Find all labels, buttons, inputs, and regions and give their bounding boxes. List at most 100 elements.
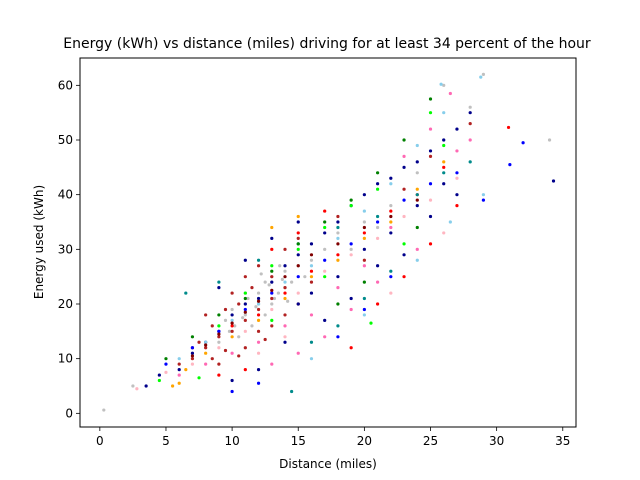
data-point	[243, 302, 247, 306]
data-point	[336, 286, 340, 290]
data-point	[217, 346, 221, 350]
data-point	[102, 408, 106, 412]
data-point	[237, 354, 241, 358]
data-point	[237, 302, 241, 306]
data-point	[428, 182, 433, 186]
data-point	[442, 182, 446, 186]
data-point	[389, 220, 393, 224]
data-point	[389, 225, 393, 230]
data-point	[243, 313, 247, 317]
x-tick-label: 20	[357, 434, 372, 448]
data-point	[362, 247, 366, 251]
data-point	[217, 324, 221, 328]
data-point	[243, 368, 247, 372]
data-point	[256, 307, 261, 312]
data-point	[296, 231, 300, 235]
data-point	[283, 269, 287, 273]
data-point	[481, 72, 486, 76]
data-point	[230, 324, 234, 328]
data-point	[256, 318, 261, 322]
y-tick-label: 40	[58, 188, 73, 202]
data-point	[217, 286, 221, 290]
data-point	[323, 335, 327, 339]
data-point	[210, 324, 214, 328]
data-point	[349, 242, 353, 246]
data-point	[309, 280, 314, 284]
data-point	[442, 83, 446, 87]
data-point	[230, 335, 234, 339]
data-point	[190, 354, 195, 358]
data-point	[415, 160, 419, 164]
data-point	[415, 193, 419, 197]
data-point	[323, 220, 327, 224]
data-point	[217, 373, 221, 377]
data-point	[131, 384, 135, 388]
data-point	[270, 280, 274, 284]
data-point	[243, 329, 247, 333]
data-point	[442, 160, 446, 164]
data-point	[389, 209, 393, 213]
data-point	[270, 362, 274, 366]
data-point	[309, 269, 314, 273]
data-point	[223, 318, 228, 322]
data-point	[283, 340, 287, 344]
points-layer	[102, 72, 556, 412]
data-point	[270, 302, 274, 306]
data-point	[309, 275, 314, 279]
data-point	[309, 340, 314, 344]
data-point	[270, 247, 274, 251]
data-point	[296, 291, 300, 295]
x-tick-label: 0	[96, 434, 104, 448]
data-point	[259, 272, 263, 276]
data-point	[243, 296, 247, 301]
data-point	[389, 182, 393, 186]
data-point	[256, 351, 261, 355]
data-point	[170, 384, 175, 388]
data-point	[190, 335, 195, 339]
data-point	[237, 335, 241, 339]
x-tick-label: 10	[224, 434, 239, 448]
data-point	[402, 154, 406, 158]
data-point	[309, 242, 314, 246]
data-point	[204, 362, 208, 366]
data-point	[230, 321, 234, 325]
data-point	[230, 313, 234, 317]
data-point	[157, 373, 161, 377]
data-point	[283, 275, 287, 279]
data-point	[230, 389, 234, 394]
data-point	[283, 247, 287, 251]
data-point	[309, 253, 314, 257]
data-point	[144, 384, 148, 388]
data-point	[296, 247, 300, 251]
data-point	[376, 187, 380, 191]
data-point	[267, 283, 271, 287]
data-point	[349, 247, 353, 251]
data-point	[442, 138, 446, 142]
data-point	[204, 343, 208, 347]
data-point	[442, 231, 446, 235]
data-point	[296, 264, 300, 268]
data-point	[177, 373, 181, 377]
data-point	[415, 171, 419, 175]
x-tick-label: 35	[555, 434, 570, 448]
data-point	[296, 275, 300, 279]
data-point	[428, 154, 433, 158]
data-point	[164, 357, 168, 361]
data-point	[349, 198, 353, 202]
data-point	[263, 337, 267, 342]
data-point	[177, 362, 181, 366]
data-point	[468, 122, 472, 126]
data-point	[415, 198, 419, 202]
data-point	[336, 220, 340, 224]
data-point	[256, 299, 261, 303]
data-point	[402, 253, 406, 257]
data-point	[547, 138, 552, 142]
data-point	[402, 214, 406, 219]
data-point	[468, 111, 472, 115]
data-point	[402, 198, 406, 202]
data-point	[204, 346, 208, 350]
data-point	[336, 258, 340, 262]
data-point	[479, 75, 483, 79]
data-point	[296, 236, 300, 240]
